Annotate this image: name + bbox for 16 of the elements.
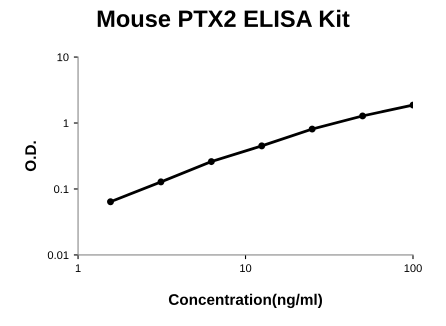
x-axis-title: Concentration(ng/ml) <box>168 294 322 308</box>
y-tick-label: 0.01 <box>48 251 68 260</box>
point <box>157 178 164 186</box>
x-tick-label: 100 <box>404 264 422 272</box>
point <box>308 126 316 133</box>
y-tick-label: 1 <box>64 119 68 128</box>
point <box>258 142 266 150</box>
y-tick-label: 0.1 <box>54 185 68 194</box>
y-axis-title: O.D. <box>25 141 36 172</box>
x-tick-label: 10 <box>240 264 252 272</box>
point <box>107 198 114 206</box>
chart-title: Mouse PTX2 ELISA Kit <box>98 10 350 28</box>
point <box>359 112 366 120</box>
point <box>208 158 215 166</box>
y-tick-label: 10 <box>58 53 69 62</box>
x-tick-label: 1 <box>76 264 81 272</box>
